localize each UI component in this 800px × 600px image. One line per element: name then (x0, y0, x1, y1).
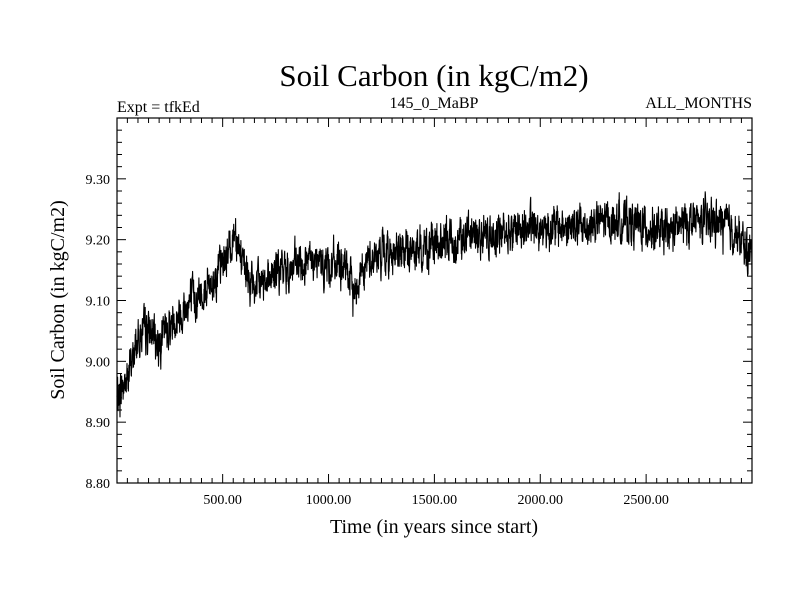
x-tick-label: 500.00 (203, 493, 242, 508)
experiment-label: Expt = tfkEd (117, 99, 200, 116)
data-layer (116, 191, 753, 418)
x-tick-label: 2500.00 (623, 493, 669, 508)
x-tick-label: 1500.00 (412, 493, 458, 508)
y-tick-label: 8.80 (86, 477, 111, 492)
x-axis-label: Time (in years since start) (330, 516, 538, 538)
x-tick-label: 2000.00 (518, 493, 564, 508)
chart-title: Soil Carbon (in kgC/m2) (279, 58, 588, 93)
y-tick-label: 8.90 (86, 416, 111, 431)
y-tick-label: 9.10 (86, 295, 111, 310)
y-tick-label: 9.20 (86, 234, 111, 249)
y-axis-label: Soil Carbon (in kgC/m2) (47, 200, 69, 399)
y-tick-label: 9.30 (86, 173, 111, 188)
y-tick-label: 9.00 (86, 355, 111, 370)
period-label: 145_0_MaBP (390, 95, 479, 112)
months-label: ALL_MONTHS (645, 95, 752, 112)
x-tick-label: 1000.00 (306, 493, 352, 508)
ticks-layer: 500.00 1000.00 1500.00 2000.00 2500.00 8.80 8.… (86, 117, 752, 508)
soil-carbon-series-line (116, 191, 753, 418)
plot-area: 500.00 1000.00 1500.00 2000.00 2500.00 8.80 8.… (86, 117, 753, 508)
